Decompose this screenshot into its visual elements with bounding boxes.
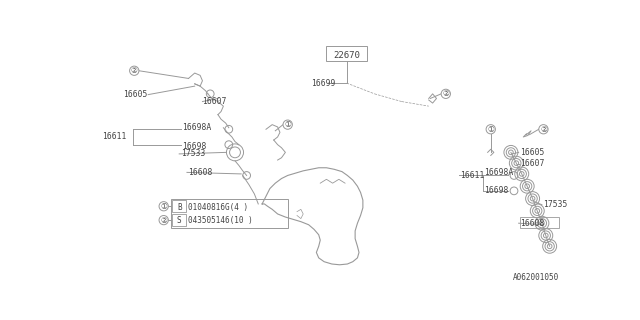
Text: 17535: 17535 — [543, 200, 568, 209]
Text: 16607: 16607 — [202, 97, 227, 106]
Circle shape — [283, 120, 292, 129]
Text: 16698: 16698 — [484, 186, 509, 195]
Text: 16698A: 16698A — [484, 168, 514, 177]
Text: ①: ① — [487, 125, 494, 134]
Text: 16608: 16608 — [189, 168, 213, 177]
Bar — [172, 198, 288, 228]
Text: 16608: 16608 — [520, 219, 545, 228]
Text: 16605: 16605 — [123, 90, 147, 99]
Circle shape — [441, 89, 451, 99]
Text: 16698: 16698 — [182, 142, 207, 151]
Bar — [326, 46, 367, 61]
Text: ②: ② — [160, 216, 167, 225]
Text: ①: ① — [284, 120, 291, 129]
Text: 16607: 16607 — [520, 159, 545, 168]
Bar — [520, 217, 559, 228]
Text: ②: ② — [131, 66, 138, 75]
Text: 16698A: 16698A — [182, 123, 212, 132]
Text: S: S — [177, 216, 182, 225]
Text: 16699: 16699 — [311, 78, 335, 88]
Text: 22670: 22670 — [333, 51, 360, 60]
Circle shape — [129, 66, 139, 76]
Text: ②: ② — [540, 125, 547, 134]
Text: 16611: 16611 — [460, 171, 484, 180]
Text: 043505146(10 ): 043505146(10 ) — [189, 216, 253, 225]
Circle shape — [159, 202, 168, 211]
Bar — [172, 214, 186, 226]
Circle shape — [539, 124, 548, 134]
Circle shape — [159, 215, 168, 225]
Text: 17533: 17533 — [180, 149, 205, 158]
Text: 16605: 16605 — [520, 148, 545, 157]
Text: A062001050: A062001050 — [513, 273, 559, 282]
Text: ②: ② — [442, 89, 449, 98]
Text: ①: ① — [160, 202, 167, 211]
Text: 01040816G(4 ): 01040816G(4 ) — [189, 203, 248, 212]
Text: B: B — [177, 203, 182, 212]
Text: 16611: 16611 — [102, 132, 126, 141]
Circle shape — [486, 124, 495, 134]
Bar — [172, 200, 186, 212]
